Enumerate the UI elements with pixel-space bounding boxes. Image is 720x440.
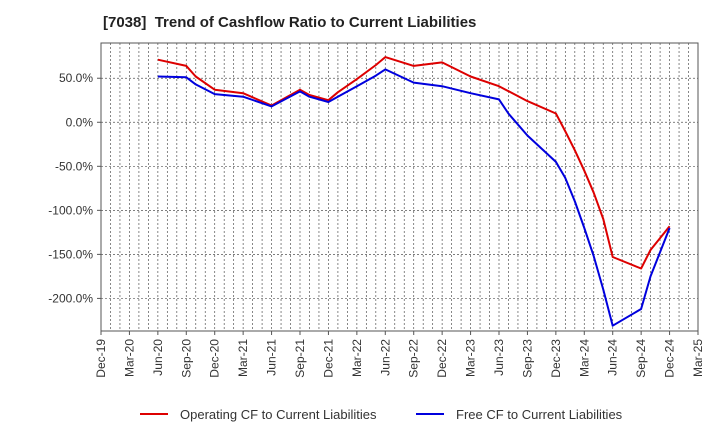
x-tick-label: Dec-19: [94, 339, 108, 378]
x-tick-label: Mar-25: [691, 339, 705, 377]
x-tick-label: Jun-21: [265, 339, 279, 376]
legend: Operating CF to Current Liabilities Free …: [140, 407, 623, 422]
legend-label: Free CF to Current Liabilities: [456, 407, 623, 422]
x-tick-label: Jun-23: [492, 339, 506, 376]
x-tick-label: Dec-23: [549, 339, 563, 378]
series-line: [157, 68, 671, 327]
x-tick-label: Jun-24: [606, 339, 620, 376]
y-tick-label: -200.0%: [48, 291, 93, 305]
x-tick-label: Sep-21: [293, 339, 307, 378]
x-tick-label: Mar-20: [122, 339, 136, 377]
y-tick-label: 0.0%: [66, 115, 94, 129]
y-axis: 50.0% 0.0% -50.0% -100.0% -150.0% -200.0%: [48, 71, 101, 305]
x-tick-label: Jun-22: [378, 339, 392, 376]
chart-title: [7038] Trend of Cashflow Ratio to Curren…: [103, 14, 477, 31]
x-tick-label: Sep-22: [407, 339, 421, 378]
y-tick-label: 50.0%: [59, 71, 93, 85]
x-tick-label: Dec-22: [435, 339, 449, 378]
x-tick-label: Dec-21: [321, 339, 335, 378]
x-tick-label: Dec-24: [663, 339, 677, 378]
plot-area-frame: [100, 42, 699, 332]
x-tick-label: Mar-23: [464, 339, 478, 377]
x-tick-label: Sep-20: [179, 339, 193, 378]
x-tick-label: Mar-24: [577, 339, 591, 377]
series-line: [157, 56, 671, 270]
grid: [100, 43, 699, 331]
x-tick-label: Sep-24: [634, 339, 648, 378]
series-layer: [157, 56, 671, 327]
x-tick-label: Jun-20: [151, 339, 165, 376]
y-tick-label: -150.0%: [48, 247, 93, 261]
legend-label: Operating CF to Current Liabilities: [180, 407, 377, 422]
x-tick-label: Mar-22: [350, 339, 364, 377]
y-tick-label: -50.0%: [55, 159, 93, 173]
y-tick-label: -100.0%: [48, 203, 93, 217]
x-tick-label: Dec-20: [208, 339, 222, 378]
x-tick-label: Mar-21: [236, 339, 250, 377]
x-tick-label: Sep-23: [520, 339, 534, 378]
x-axis: Dec-19 Mar-20 Jun-20 Sep-20 Dec-20 Mar-21 Jun-…: [94, 331, 705, 378]
